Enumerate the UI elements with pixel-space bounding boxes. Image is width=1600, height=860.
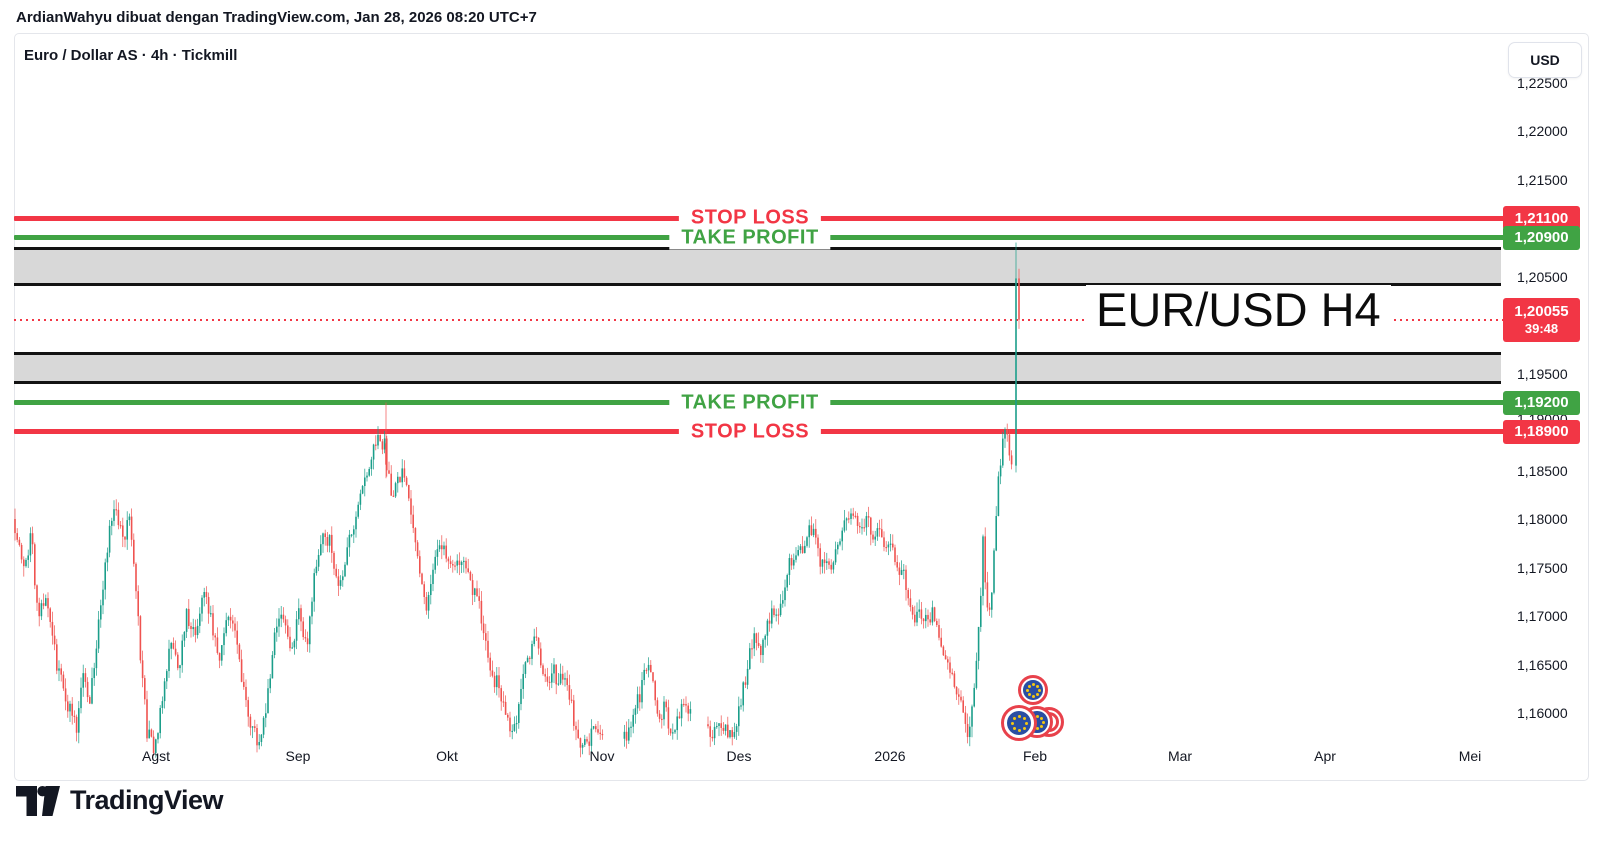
eu-star-dot <box>1026 688 1030 692</box>
price-tick-1,22000: 1,22000 <box>1517 123 1568 139</box>
eu-star-dot <box>1017 728 1021 732</box>
price-tick-1,18500: 1,18500 <box>1517 462 1568 479</box>
attribution-text: ArdianWahyu dibuat dengan TradingView.co… <box>16 9 537 26</box>
eu-star-dot <box>1035 692 1039 696</box>
time-label-Sep: Sep <box>285 748 311 764</box>
eu-star-dot <box>1037 688 1041 692</box>
time-label-2026: 2026 <box>874 748 906 764</box>
eu-flag-coin-icon[interactable] <box>1018 675 1048 705</box>
eu-star-dot <box>1040 725 1044 729</box>
take-profit-lower-badge: 1,19200 <box>1503 390 1580 415</box>
take-profit-lower-label[interactable]: TAKE PROFIT <box>669 391 831 415</box>
eu-star-dot <box>1012 716 1016 720</box>
eu-star-dot <box>1027 692 1031 696</box>
eu-star-dot <box>1042 720 1046 724</box>
current-price-badge: 1,20055 39:48 <box>1503 297 1580 342</box>
eu-star-dot <box>1035 684 1039 688</box>
chart-watermark-title: EUR/USD H4 <box>1086 285 1391 335</box>
price-tick-1,16000: 1,16000 <box>1517 705 1568 721</box>
eu-star-dot <box>1017 714 1021 718</box>
symbol-legend[interactable]: Euro / Dollar AS · 4h · Tickmill <box>24 47 238 64</box>
price-tick-1,17500: 1,17500 <box>1517 559 1568 576</box>
eu-star-dot <box>1031 694 1035 698</box>
time-label-Feb: Feb <box>1022 748 1048 764</box>
eu-flag-stars <box>1006 710 1032 736</box>
eu-star-dot <box>1022 716 1026 720</box>
time-label-Apr: Apr <box>1314 748 1336 764</box>
take-profit-upper-label[interactable]: TAKE PROFIT <box>669 226 831 250</box>
currency-toggle-button[interactable]: USD <box>1508 42 1582 78</box>
tradingview-brand-text: TradingView <box>70 785 224 815</box>
eu-flag-stars <box>1023 680 1043 700</box>
bar-countdown: 39:48 <box>1524 321 1559 337</box>
eu-star-dot <box>1024 721 1028 725</box>
eu-star-dot <box>1010 721 1014 725</box>
price-tick-1,16500: 1,16500 <box>1517 656 1568 673</box>
eu-star-dot <box>1035 727 1039 731</box>
price-tick-1,18000: 1,18000 <box>1517 511 1568 527</box>
price-tick-1,19500: 1,19500 <box>1517 365 1568 382</box>
time-label-Mar: Mar <box>1167 748 1193 764</box>
price-tick-1,17000: 1,17000 <box>1517 608 1568 624</box>
tradingview-logo-icon <box>16 785 60 816</box>
eu-flag-coin-icon[interactable] <box>1001 705 1037 741</box>
eu-star-dot <box>1027 684 1031 688</box>
stop-loss-upper-label[interactable]: STOP LOSS <box>678 206 822 230</box>
price-tick-1,21500: 1,21500 <box>1517 171 1568 188</box>
time-label-Des: Des <box>726 748 752 764</box>
eu-star-dot <box>1031 683 1035 687</box>
stop-loss-lower-badge: 1,18900 <box>1503 419 1580 444</box>
eu-star-dot <box>1012 726 1016 730</box>
tradingview-footer: TradingView <box>16 785 224 816</box>
take-profit-upper-badge: 1,20900 <box>1503 225 1580 250</box>
time-label-Agst: Agst <box>141 748 171 764</box>
eu-star-dot <box>1040 716 1044 720</box>
current-price-value: 1,20055 <box>1514 303 1569 321</box>
price-tick-1,22500: 1,22500 <box>1517 74 1568 91</box>
stop-loss-lower-label[interactable]: STOP LOSS <box>678 420 822 444</box>
eu-star-dot <box>1035 714 1039 718</box>
eu-star-dot <box>1022 726 1026 730</box>
time-label-Mei: Mei <box>1458 748 1482 764</box>
time-label-Nov: Nov <box>589 748 615 764</box>
time-label-Okt: Okt <box>436 748 458 764</box>
price-tick-1,20500: 1,20500 <box>1517 268 1568 285</box>
